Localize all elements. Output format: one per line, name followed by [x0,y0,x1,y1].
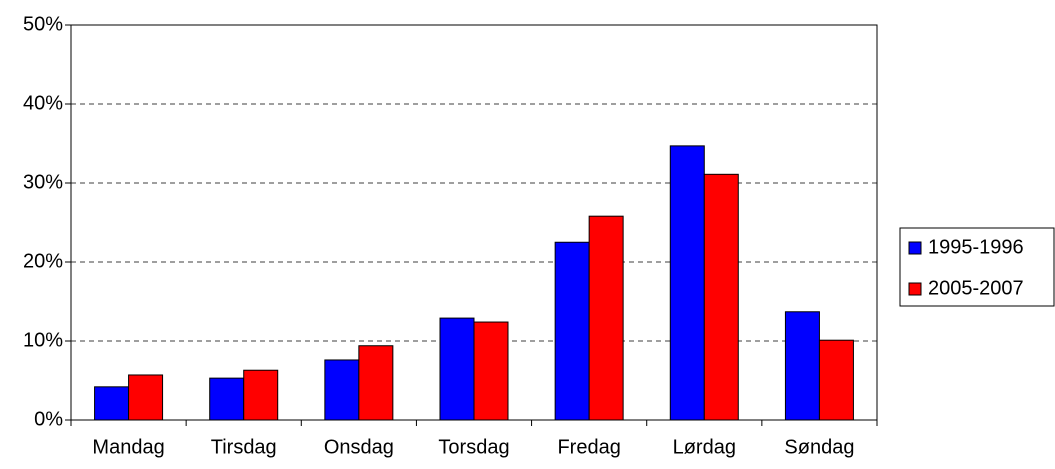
bar [703,173,739,421]
y-tick-label: 20% [23,250,63,272]
legend-swatch [908,282,922,296]
bar [473,321,509,421]
legend-swatch [908,241,922,255]
bar [784,311,820,421]
bar [324,359,360,421]
x-tick-label: Tirsdag [211,436,277,458]
x-tick-label: Søndag [784,436,854,458]
bar [94,386,130,421]
x-tick-label: Fredag [557,436,620,458]
x-tick-label: Mandag [92,436,164,458]
legend-label: 1995-1996 [928,236,1024,258]
bar [669,145,705,421]
legend-box [899,227,1055,307]
bar [439,317,475,421]
y-tick-label: 10% [23,329,63,351]
x-tick-label: Torsdag [438,436,509,458]
bar [209,377,245,421]
y-tick-label: 0% [34,408,63,430]
bar [128,374,164,421]
legend-label: 2005-2007 [928,277,1024,299]
x-tick-label: Onsdag [324,436,394,458]
bar [588,215,624,421]
bar [554,241,590,421]
x-tick-label: Lørdag [673,436,736,458]
y-tick-label: 30% [23,171,63,193]
y-tick-label: 40% [23,92,63,114]
y-tick-label: 50% [23,13,63,35]
bar [818,339,854,421]
bar [243,369,279,421]
bar [358,345,394,421]
